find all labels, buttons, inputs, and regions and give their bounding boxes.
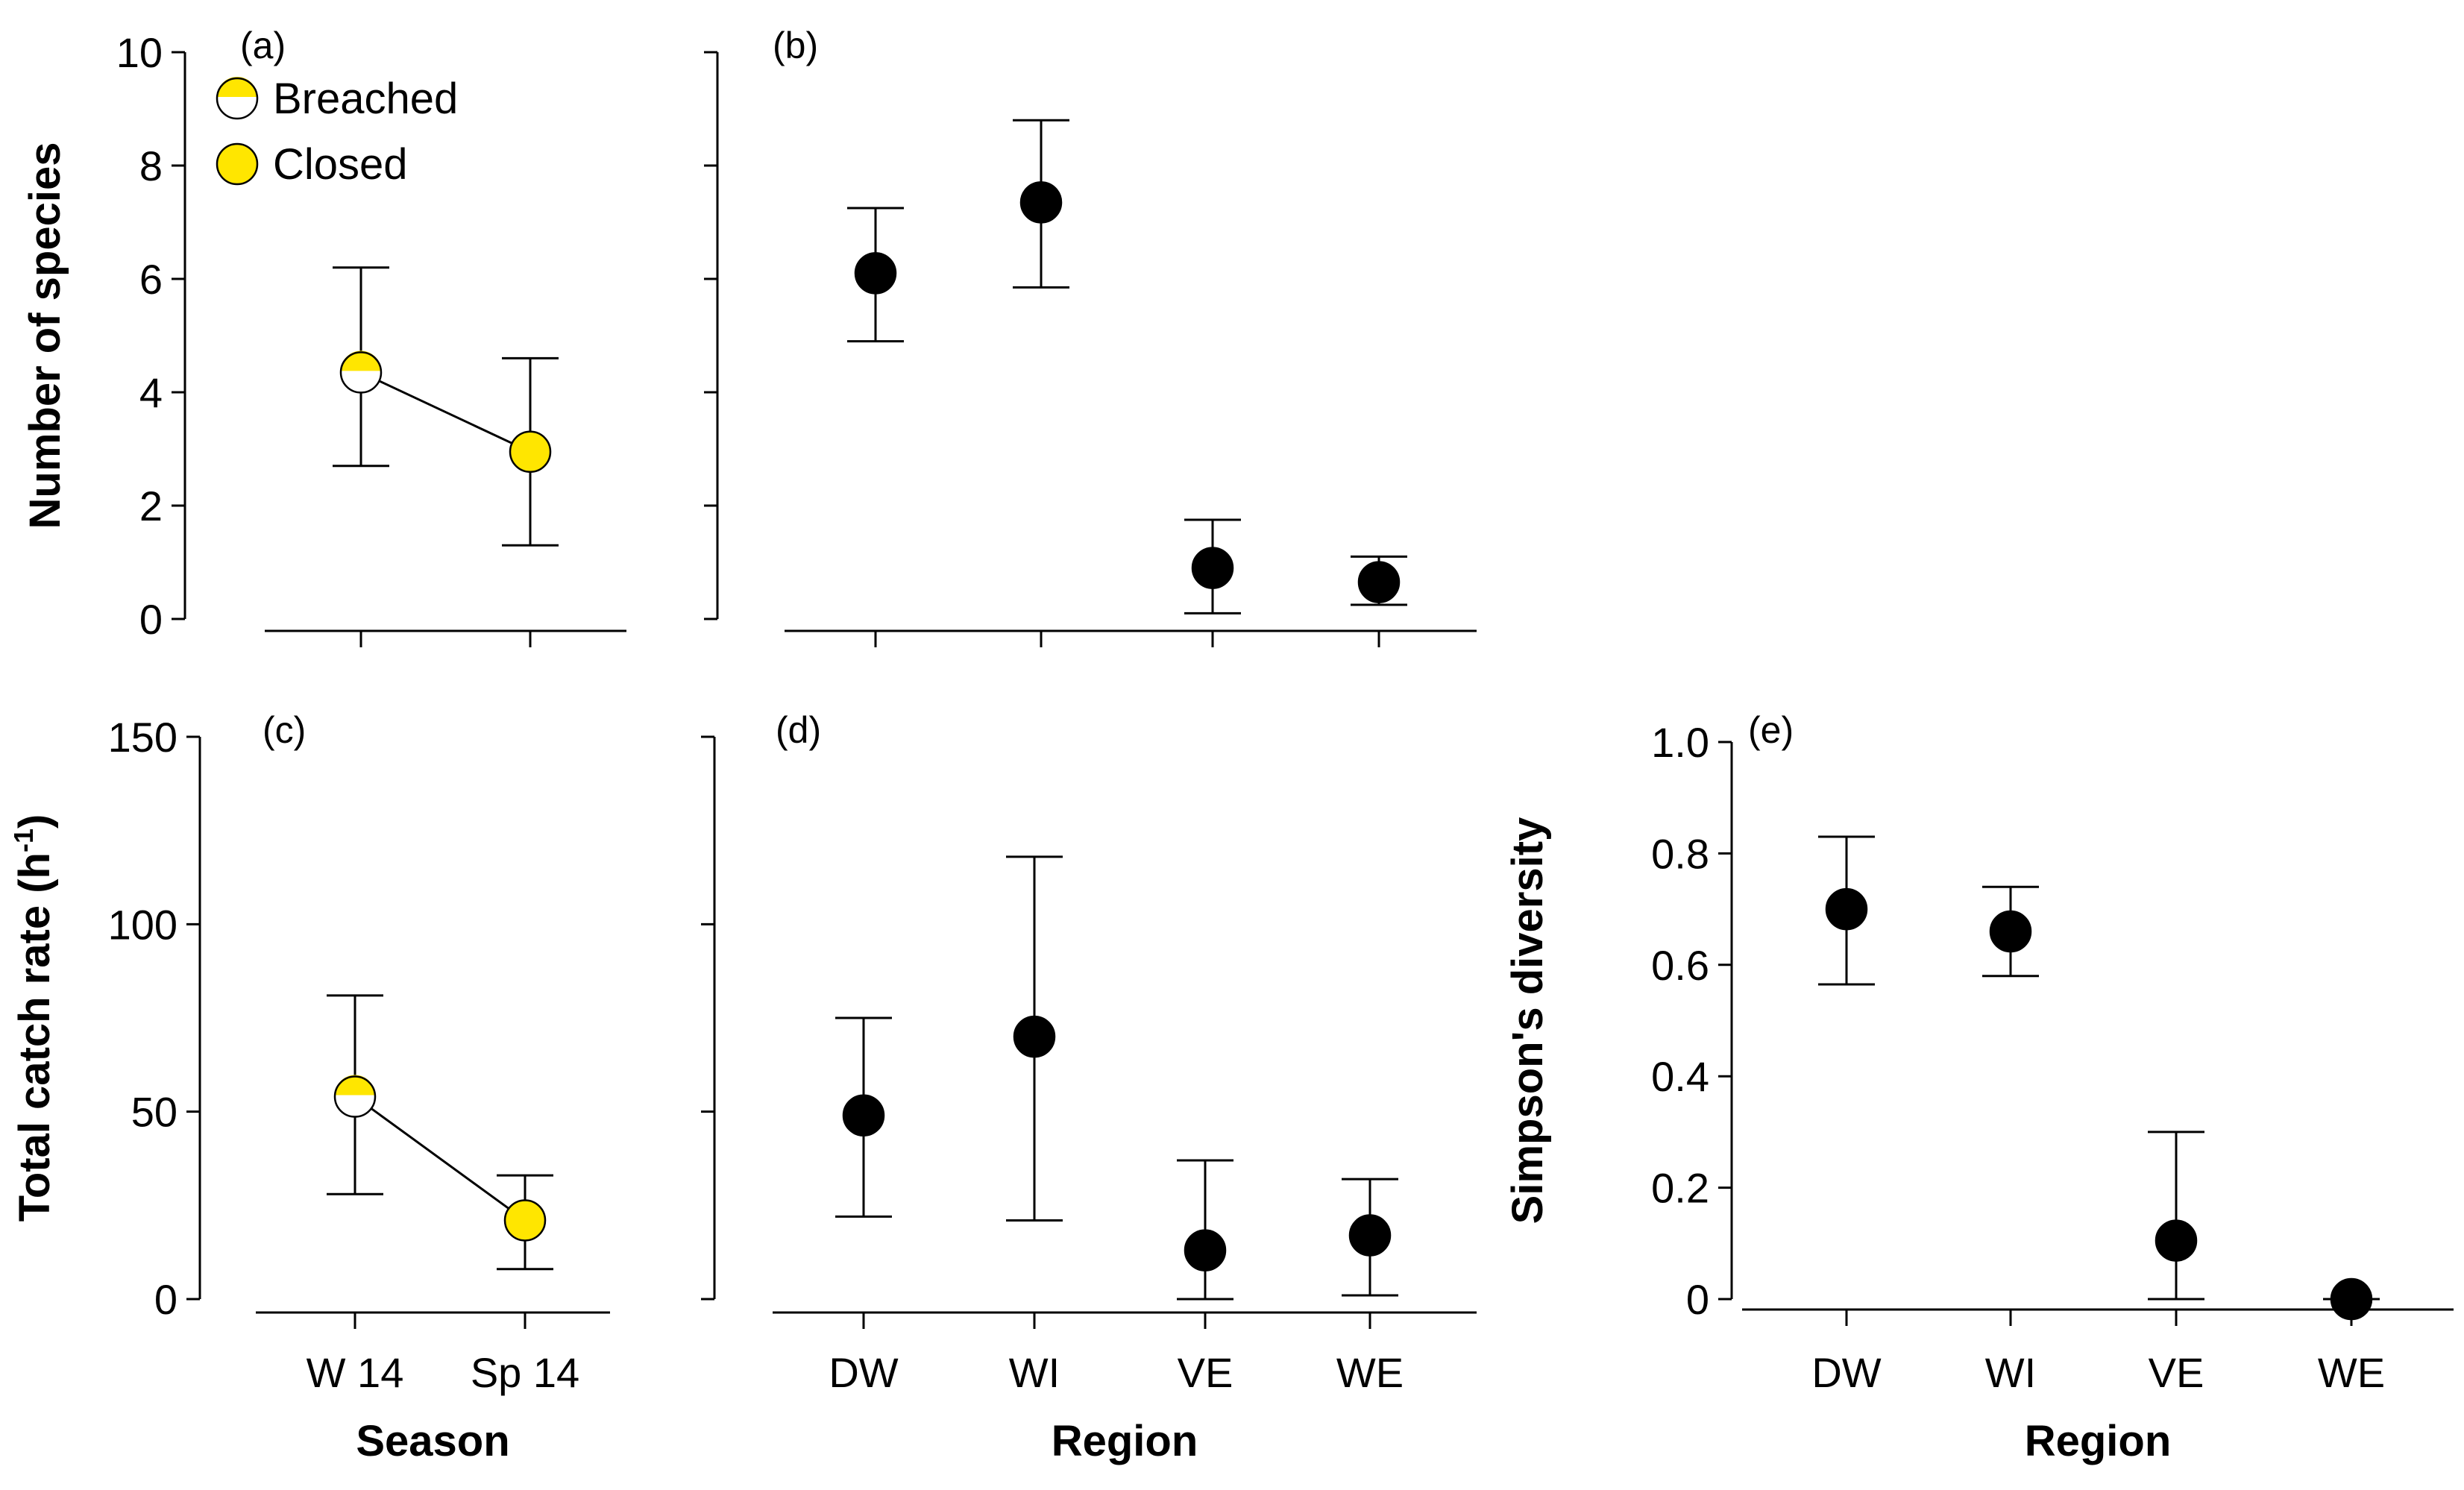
y-tick-label: 0.8 xyxy=(1651,830,1709,877)
x-tick-label: WI xyxy=(1009,1349,1060,1396)
panel-label: (d) xyxy=(776,709,821,751)
series-line xyxy=(360,371,531,453)
x-axis-title: Season xyxy=(356,1417,509,1465)
panel-label: (c) xyxy=(263,709,306,751)
marker-circle xyxy=(1013,1015,1056,1058)
data-point xyxy=(2330,1277,2373,1321)
y-axis-title: Number of species xyxy=(21,142,69,529)
marker-outline xyxy=(333,1075,377,1118)
marker-circle xyxy=(1989,910,2032,953)
panel-label: (a) xyxy=(240,25,286,66)
data-point xyxy=(1357,561,1401,603)
y-tick-label: 0.2 xyxy=(1651,1165,1709,1212)
marker-circle xyxy=(1191,547,1234,589)
marker-circle xyxy=(2330,1277,2373,1321)
y-axis-title: Total catch rate (h-1) xyxy=(8,814,59,1222)
x-axis-title: Region xyxy=(2025,1417,2172,1465)
y-tick-label: 0 xyxy=(1686,1276,1709,1323)
data-point xyxy=(2155,1219,2198,1262)
marker-half-fill xyxy=(341,351,381,371)
x-tick-label: WE xyxy=(1336,1349,1404,1396)
marker-circle xyxy=(1348,1214,1392,1257)
y-tick-label: 1.0 xyxy=(1651,719,1709,766)
x-tick-label: VE xyxy=(2149,1349,2204,1396)
series-line xyxy=(354,1096,526,1222)
data-point xyxy=(1348,1214,1392,1257)
y-tick-label: 0 xyxy=(139,596,163,643)
panel-c: 0 50 100 150 W 14 Sp 14 (c) Total catch rate (h… xyxy=(8,709,610,1465)
data-point xyxy=(503,1199,547,1242)
panel-a: 0 2 4 6 8 10 (a) Number of species Breached Close… xyxy=(21,25,626,647)
marker-half-fill xyxy=(335,1075,375,1096)
marker-outline xyxy=(216,77,259,120)
y-tick-label: 10 xyxy=(116,29,163,76)
error-bar xyxy=(2148,1131,2204,1301)
marker-circle xyxy=(216,142,259,186)
marker-circle xyxy=(842,1094,885,1137)
data-point xyxy=(1825,887,1868,931)
marker-circle xyxy=(509,430,552,474)
y-tick-label: 8 xyxy=(139,142,163,189)
data-point xyxy=(1989,910,2032,953)
panel-label: (b) xyxy=(773,25,818,66)
y-tick-label: 50 xyxy=(131,1089,177,1136)
x-axis-title: Region xyxy=(1052,1417,1198,1465)
panel-d: DW WI VE WE (d) Region xyxy=(701,709,1477,1465)
data-point xyxy=(1184,1229,1227,1271)
marker-half-fill xyxy=(217,77,257,97)
data-point xyxy=(854,252,897,295)
legend-marker xyxy=(216,142,259,186)
data-point xyxy=(509,430,552,474)
marker-circle xyxy=(1357,561,1401,603)
y-axis-title: Simpson's diversity xyxy=(1503,817,1552,1225)
panel-label: (e) xyxy=(1748,709,1794,751)
y-tick-label: 0 xyxy=(154,1276,177,1323)
y-tick-label: 2 xyxy=(139,482,163,529)
y-tick-label: 0.6 xyxy=(1651,942,1709,989)
data-point xyxy=(333,1075,377,1118)
marker-circle xyxy=(854,252,897,295)
y-tick-label: 4 xyxy=(139,369,163,416)
legend-marker xyxy=(216,77,259,120)
x-tick-label: W 14 xyxy=(307,1349,404,1396)
x-tick-label: WI xyxy=(1985,1349,2036,1396)
legend-label: Closed xyxy=(273,140,408,189)
marker-circle xyxy=(1184,1229,1227,1271)
legend: Breached Closed xyxy=(216,75,458,189)
marker-circle xyxy=(1019,181,1063,224)
panel-e: 0 0.2 0.4 0.6 0.8 1.0 DW WI VE WE (e) Simpson's div… xyxy=(1503,709,2454,1465)
x-tick-label: VE xyxy=(1178,1349,1233,1396)
data-point xyxy=(842,1094,885,1137)
x-tick-label: DW xyxy=(1811,1349,1881,1396)
data-point xyxy=(339,351,383,394)
y-tick-label: 6 xyxy=(139,256,163,303)
x-tick-label: Sp 14 xyxy=(471,1349,579,1396)
data-point xyxy=(1191,547,1234,589)
y-tick-label: 0.4 xyxy=(1651,1053,1709,1100)
x-tick-label: DW xyxy=(829,1349,898,1396)
data-point xyxy=(1019,181,1063,224)
marker-circle xyxy=(1825,887,1868,931)
panel-b: (b) xyxy=(704,25,1477,647)
marker-circle xyxy=(503,1199,547,1242)
y-tick-label: 100 xyxy=(108,901,177,948)
marker-circle xyxy=(2155,1219,2198,1262)
data-point xyxy=(1013,1015,1056,1058)
x-tick-label: WE xyxy=(2318,1349,2385,1396)
y-tick-label: 150 xyxy=(108,714,177,761)
marker-outline xyxy=(339,351,383,394)
legend-label: Breached xyxy=(273,75,458,123)
